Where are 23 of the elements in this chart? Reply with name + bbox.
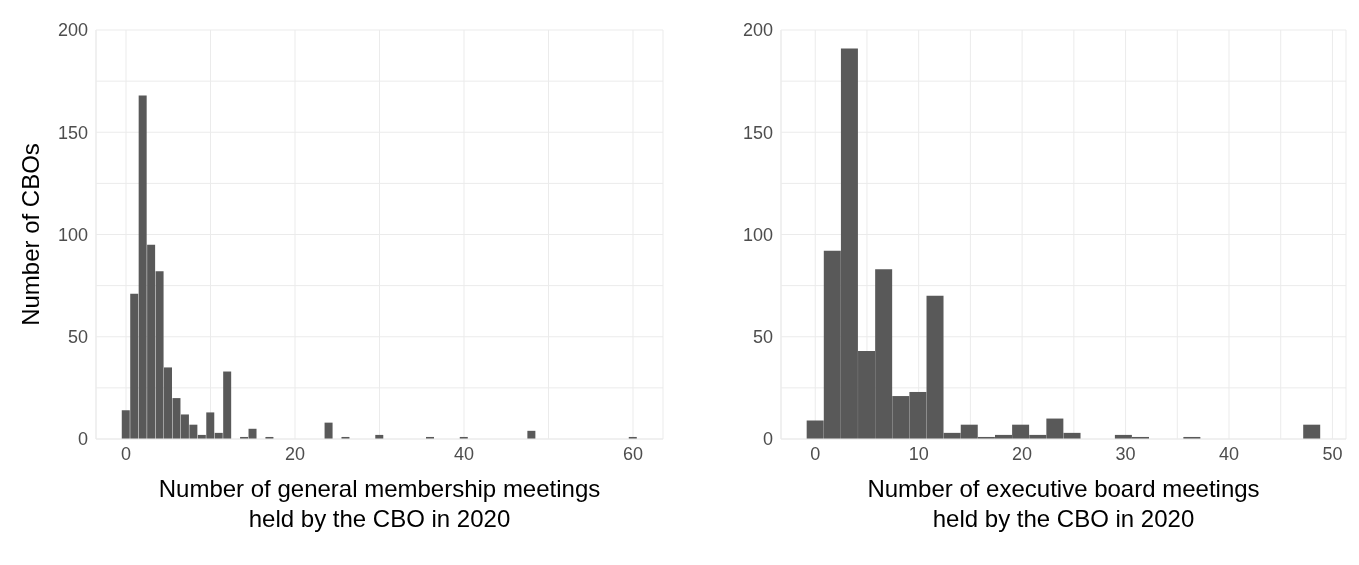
y-axis-title: Number of CBOs bbox=[16, 143, 44, 326]
x-tick-label: 20 bbox=[1012, 443, 1033, 464]
y-tick-label: 50 bbox=[67, 327, 88, 348]
x-axis-title: Number of general membership meetings held by the CBO in 2020 bbox=[158, 475, 601, 532]
y-tick-label: 100 bbox=[57, 224, 88, 245]
x-tick-label: 10 bbox=[908, 443, 929, 464]
y-tick-label: 100 bbox=[742, 224, 773, 245]
y-tick-label: 150 bbox=[57, 122, 88, 143]
y-tick-label: 0 bbox=[762, 429, 773, 450]
x-tick-label: 40 bbox=[453, 443, 475, 464]
x-tick-label: 0 bbox=[120, 443, 132, 464]
x-tick-label: 40 bbox=[1218, 443, 1240, 464]
y-tick-label: 0 bbox=[77, 429, 88, 450]
x-tick-label: 60 bbox=[622, 443, 644, 464]
y-tick-label: 200 bbox=[742, 20, 773, 41]
x-tick-label: 30 bbox=[1115, 443, 1136, 464]
x-tick-label: 20 bbox=[284, 443, 306, 464]
y-tick-label: 200 bbox=[57, 20, 88, 41]
x-tick-label: 50 bbox=[1322, 443, 1343, 464]
x-tick-label: 0 bbox=[810, 443, 821, 464]
y-tick-label: 50 bbox=[752, 327, 773, 348]
x-axis-title: Number of executive board meetings held by the CBO in 2020 bbox=[867, 475, 1260, 532]
y-tick-label: 150 bbox=[742, 122, 773, 143]
